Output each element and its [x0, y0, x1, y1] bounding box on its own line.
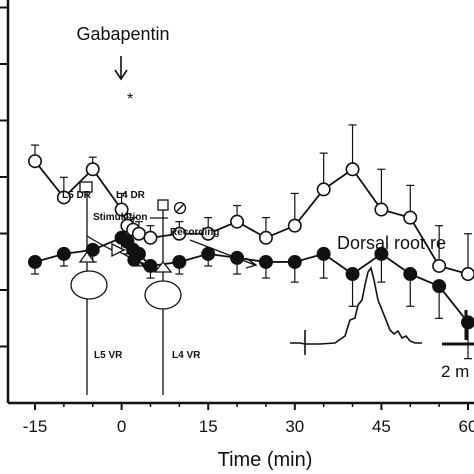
- x-ticks: -15 0 15 30 45 60: [23, 403, 474, 436]
- data-point: [143, 230, 158, 245]
- x-tick-label: 60: [459, 417, 474, 436]
- series-filled-circle: [27, 230, 474, 360]
- data-point: [114, 202, 129, 217]
- scale-time-label: 2 m: [441, 362, 469, 381]
- data-point: [172, 254, 187, 269]
- x-tick-label: 15: [199, 417, 218, 436]
- x-tick-label: 45: [372, 417, 391, 436]
- l5-dr-label: L5 DR: [62, 190, 92, 201]
- interneuron-icon: [127, 253, 141, 267]
- drug-label: Gabapentin: [76, 24, 169, 44]
- l5-electrode-icon: [79, 181, 93, 193]
- l5-root-branch: [86, 235, 113, 251]
- data-point: [374, 246, 389, 261]
- data-point: [461, 315, 474, 330]
- series-layer: [27, 124, 474, 360]
- x-tick-label: 30: [285, 417, 304, 436]
- data-point: [27, 154, 42, 169]
- series-open-circle: [27, 124, 474, 282]
- data-point: [56, 246, 71, 261]
- data-point: [432, 258, 447, 273]
- data-point: [461, 267, 474, 282]
- data-point: [403, 267, 418, 282]
- data-point: [345, 162, 360, 177]
- data-point: [287, 218, 302, 233]
- data-point: [131, 226, 146, 241]
- l5-cell-icon: [78, 250, 96, 263]
- drug-arrow-icon: [114, 56, 128, 81]
- data-point: [230, 214, 245, 229]
- data-point: [316, 246, 331, 261]
- data-point: [258, 230, 273, 245]
- l4-cell-icon: [153, 260, 173, 273]
- data-point: [56, 190, 71, 205]
- data-point: [287, 254, 302, 269]
- recorded-trace: [290, 266, 422, 345]
- data-point: [258, 254, 273, 269]
- significance-marker: *: [127, 91, 133, 108]
- recording-arrow-line: [189, 239, 256, 266]
- stimulation-label: Stimulation: [93, 212, 147, 223]
- l5-vr-label: L5 VR: [94, 350, 123, 361]
- data-point: [27, 254, 42, 269]
- data-point: [172, 226, 187, 241]
- data-point: [374, 202, 389, 217]
- x-axis-title: Time (min): [218, 449, 313, 471]
- l4-dr-label: L4 DR: [116, 190, 146, 201]
- l4-ganglion-icon: [144, 280, 182, 310]
- x-tick-label: 0: [117, 417, 126, 436]
- x-tick-label: -15: [23, 417, 48, 436]
- data-point: [432, 279, 447, 294]
- data-point: [403, 210, 418, 225]
- synapse-icon: [138, 260, 152, 271]
- inset-diagram: [70, 181, 474, 395]
- recording-label: Recording: [170, 227, 219, 238]
- l5-ganglion-icon: [70, 270, 108, 300]
- data-point: [201, 246, 216, 261]
- recording-arrow-head: [245, 257, 258, 269]
- l4-vr-label: L4 VR: [172, 350, 201, 361]
- data-point: [316, 182, 331, 197]
- data-point: [201, 226, 216, 241]
- stim-cone-icon: [111, 242, 126, 258]
- data-point: [85, 162, 100, 177]
- l4-electrode-icon: [157, 199, 169, 211]
- data-point: [345, 267, 360, 282]
- y-ticks: [0, 6, 8, 348]
- trace-title: Dorsal root re: [337, 233, 446, 253]
